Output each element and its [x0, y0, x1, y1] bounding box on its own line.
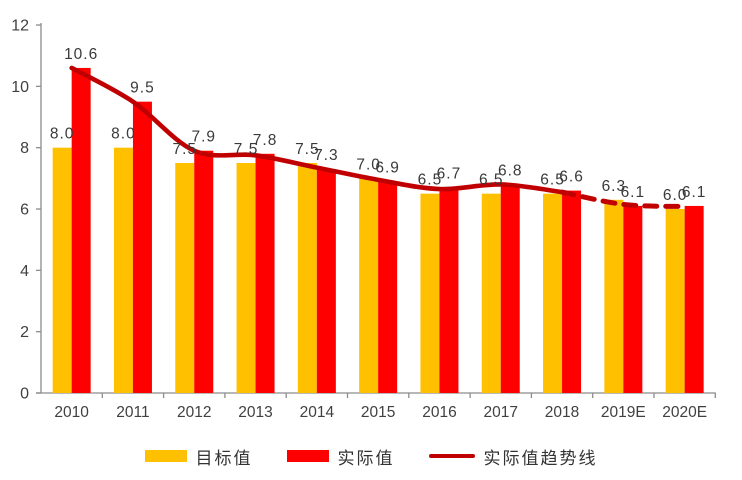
data-label-target: 8.0	[111, 126, 136, 143]
data-label-target: 6.5	[540, 172, 565, 189]
bar-target	[420, 193, 440, 393]
chart-legend: 目标值 实际值 实际值趋势线	[0, 441, 742, 471]
data-label-target: 7.5	[295, 141, 320, 158]
trend-line-dashed	[559, 189, 688, 210]
legend-label-trend: 实际值趋势线	[483, 448, 598, 468]
y-tick-label: 4	[20, 263, 29, 280]
y-tick-label: 12	[11, 18, 29, 35]
axes: 0 2 4 6 8 10 12 2010 2011 2012 2013 2014 2015 2016 201…	[11, 18, 716, 421]
bar-actual	[194, 150, 214, 393]
combo-chart: 0 2 4 6 8 10 12 2010 2011 2012 2013 2014 2015 2016 201…	[11, 18, 716, 421]
bar-actual	[255, 153, 275, 393]
bar-target	[175, 163, 195, 393]
legend-label-target: 目标值	[195, 448, 253, 468]
bar-target	[665, 209, 685, 393]
data-label-target: 8.0	[50, 126, 75, 143]
actual-bar-swatch	[286, 450, 329, 462]
data-label-target: 7.5	[234, 141, 259, 158]
x-tick-label: 2010	[54, 404, 89, 421]
trend-line-swatch	[428, 453, 475, 459]
data-label-target: 6.3	[602, 178, 627, 195]
chart-canvas: 0 2 4 6 8 10 12 2010 2011 2012 2013 2014 2015 2016 201…	[11, 18, 716, 421]
bar-actual	[378, 181, 398, 393]
data-label-actual: 6.8	[498, 162, 523, 179]
bar-target	[113, 147, 133, 393]
x-tick-label: 2012	[177, 404, 211, 421]
x-tick-label: 2013	[238, 404, 272, 421]
data-labels: 8.010.68.09.57.57.97.57.87.57.37.06.96.5…	[50, 46, 707, 204]
legend-label-actual: 实际值	[337, 448, 395, 468]
legend-item-target: 目标值	[144, 444, 253, 469]
data-label-actual: 6.6	[559, 169, 584, 186]
bar-target	[481, 193, 501, 393]
bar-target	[604, 199, 624, 393]
x-tick-label: 2016	[422, 404, 456, 421]
bar-actual	[71, 67, 91, 393]
bar-actual	[316, 169, 336, 393]
x-tick-label: 2011	[116, 404, 149, 421]
bar-series	[52, 67, 704, 394]
data-label-actual: 6.7	[437, 166, 462, 183]
data-label-actual: 7.8	[253, 132, 278, 149]
bar-target	[297, 163, 317, 393]
data-label-actual: 7.3	[314, 147, 339, 164]
bar-target	[359, 178, 379, 393]
data-label-actual: 10.6	[64, 46, 98, 63]
x-tick-label: 2017	[484, 404, 518, 421]
x-tick-label: 2015	[361, 404, 395, 421]
data-label-actual: 6.1	[682, 184, 707, 201]
data-label-actual: 9.5	[130, 80, 155, 97]
data-label-target: 6.5	[479, 172, 504, 189]
data-label-target: 6.5	[418, 172, 443, 189]
y-tick-label: 6	[20, 202, 29, 219]
y-tick-label: 2	[20, 324, 29, 341]
bar-target	[543, 193, 563, 393]
legend-item-actual: 实际值	[286, 444, 395, 469]
data-label-target: 7.5	[172, 141, 197, 158]
data-label-target: 6.0	[663, 187, 688, 204]
bar-target	[52, 147, 72, 393]
x-tick-label: 2019E	[601, 404, 646, 421]
bar-actual	[500, 184, 520, 393]
data-label-actual: 6.9	[375, 159, 400, 176]
bar-actual	[439, 187, 459, 393]
bar-target	[236, 163, 256, 393]
trend-line-solid	[69, 65, 565, 195]
x-tick-label: 2020E	[662, 404, 707, 421]
y-tick-label: 10	[11, 79, 29, 96]
bar-actual	[562, 190, 582, 393]
target-bar-swatch	[144, 450, 187, 462]
data-label-actual: 6.1	[621, 184, 646, 201]
trend-line	[69, 65, 688, 210]
y-tick-label: 8	[20, 140, 29, 157]
bar-actual	[684, 205, 704, 393]
bar-actual	[623, 205, 643, 393]
data-label-target: 7.0	[356, 156, 381, 173]
y-tick-label: 0	[20, 386, 29, 403]
bar-actual	[132, 101, 152, 394]
x-tick-label: 2018	[545, 404, 579, 421]
legend-item-trend: 实际值趋势线	[428, 444, 598, 469]
x-tick-label: 2014	[300, 404, 335, 421]
data-label-actual: 7.9	[191, 129, 216, 146]
